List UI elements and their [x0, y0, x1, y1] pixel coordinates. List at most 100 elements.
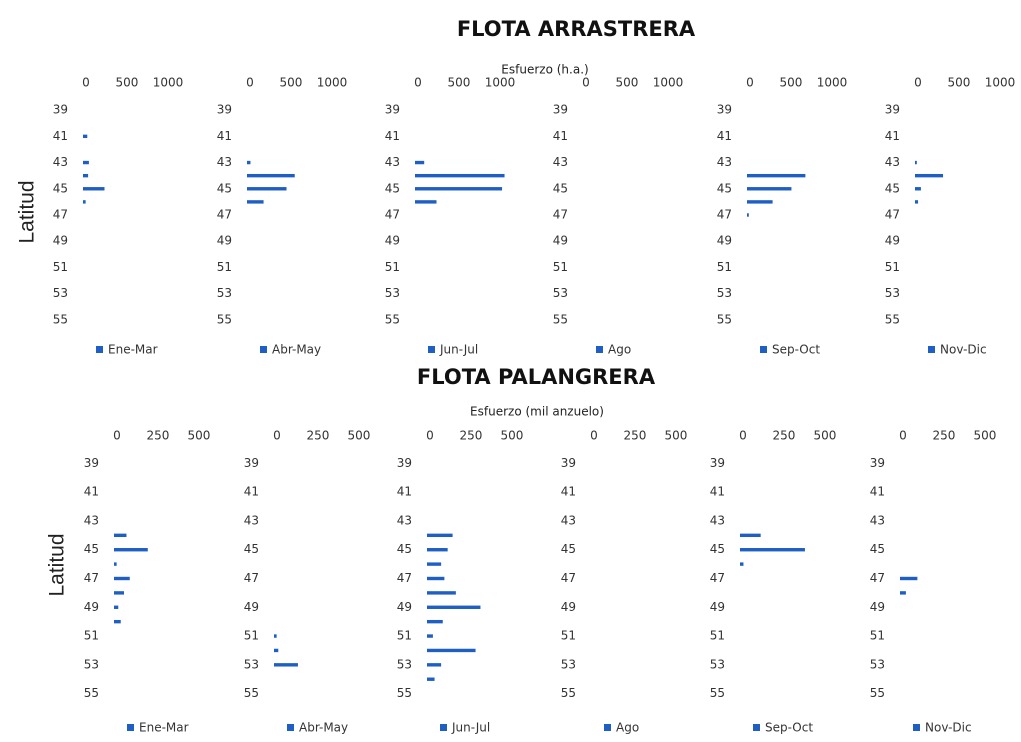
y-tick-label: 47	[53, 208, 68, 222]
y-tick-label: 53	[217, 286, 232, 300]
y-tick-label: 43	[553, 155, 568, 169]
x-tick-label: 0	[914, 76, 922, 90]
y-tick-label: 41	[710, 485, 725, 499]
y-tick-label: 41	[385, 129, 400, 143]
bar	[747, 213, 749, 217]
x-tick-label: 500	[280, 76, 303, 90]
x-tick-label: 0	[113, 429, 121, 443]
legend-swatch	[428, 346, 435, 353]
y-tick-label: 49	[561, 600, 576, 614]
x-tick-label: 500	[501, 429, 524, 443]
x-tick-label: 500	[616, 76, 639, 90]
y-tick-label: 55	[553, 312, 568, 326]
y-tick-label: 49	[553, 234, 568, 248]
x-tick-label: 250	[773, 429, 796, 443]
y-tick-label: 43	[53, 155, 68, 169]
legend-swatch	[127, 724, 134, 731]
bar	[427, 605, 481, 609]
y-tick-label: 45	[397, 542, 412, 556]
y-tick-label: 51	[885, 260, 900, 274]
y-tick-label: 55	[217, 312, 232, 326]
y-axis-label: Latitud	[16, 180, 39, 243]
y-tick-label: 55	[397, 686, 412, 700]
y-tick-label: 41	[717, 129, 732, 143]
bar	[114, 533, 127, 538]
y-tick-label: 49	[885, 234, 900, 248]
legend-label: Nov-Dic	[940, 343, 987, 357]
bar	[740, 562, 744, 566]
y-tick-label: 53	[710, 657, 725, 671]
x-tick-label: 0	[246, 76, 254, 90]
x-tick-label: 1000	[317, 76, 348, 90]
y-tick-label: 39	[710, 456, 725, 470]
bar	[114, 591, 125, 595]
y-tick-label: 55	[717, 312, 732, 326]
y-tick-label: 55	[385, 312, 400, 326]
y-tick-label: 41	[885, 129, 900, 143]
bar	[427, 648, 476, 653]
y-tick-label: 51	[217, 260, 232, 274]
bar	[83, 134, 88, 139]
legend-label: Ene-Mar	[108, 343, 158, 357]
y-tick-label: 47	[217, 208, 232, 222]
y-tick-label: 47	[561, 571, 576, 585]
y-tick-label: 45	[217, 181, 232, 195]
y-tick-label: 53	[561, 657, 576, 671]
y-tick-label: 51	[870, 629, 885, 643]
bar	[247, 173, 295, 178]
bar	[415, 160, 425, 165]
y-tick-label: 39	[870, 456, 885, 470]
bar	[415, 187, 503, 191]
bar	[900, 576, 918, 581]
y-tick-label: 39	[84, 456, 99, 470]
bar	[427, 591, 456, 595]
x-tick-label: 250	[307, 429, 330, 443]
bar	[747, 187, 792, 191]
y-tick-label: 39	[244, 456, 259, 470]
y-tick-label: 49	[53, 234, 68, 248]
legend-swatch	[596, 346, 603, 353]
y-tick-label: 51	[397, 629, 412, 643]
y-tick-label: 45	[84, 542, 99, 556]
y-tick-label: 39	[53, 103, 68, 117]
y-tick-label: 51	[385, 260, 400, 274]
y-tick-label: 47	[717, 208, 732, 222]
bar	[415, 173, 505, 178]
bar	[247, 200, 264, 204]
bar	[274, 663, 298, 667]
y-tick-label: 55	[53, 312, 68, 326]
y-tick-label: 49	[717, 234, 732, 248]
legend-label: Jun-Jul	[451, 721, 490, 735]
y-tick-label: 55	[561, 686, 576, 700]
x-tick-label: 500	[348, 429, 371, 443]
bar	[114, 619, 121, 624]
y-tick-label: 41	[217, 129, 232, 143]
y-tick-label: 51	[717, 260, 732, 274]
bar	[247, 160, 251, 165]
x-tick-label: 0	[414, 76, 422, 90]
bar	[247, 187, 287, 191]
y-tick-label: 55	[885, 312, 900, 326]
x-tick-label: 250	[147, 429, 170, 443]
y-tick-label: 41	[397, 485, 412, 499]
y-tick-label: 51	[561, 629, 576, 643]
bar	[915, 160, 917, 165]
y-tick-label: 47	[244, 571, 259, 585]
legend-swatch	[287, 724, 294, 731]
bar	[915, 200, 919, 204]
x-tick-label: 500	[448, 76, 471, 90]
legend-label: Abr-May	[299, 721, 348, 735]
y-tick-label: 39	[717, 103, 732, 117]
y-tick-label: 55	[870, 686, 885, 700]
legend-label: Jun-Jul	[439, 343, 478, 357]
bar	[427, 634, 433, 638]
legend-label: Nov-Dic	[925, 721, 972, 735]
y-tick-label: 41	[870, 485, 885, 499]
y-tick-label: 43	[217, 155, 232, 169]
bar	[740, 548, 805, 552]
y-tick-label: 55	[84, 686, 99, 700]
bar	[415, 200, 437, 204]
x-tick-label: 0	[590, 429, 598, 443]
x-tick-label: 250	[933, 429, 956, 443]
bar	[274, 648, 279, 653]
